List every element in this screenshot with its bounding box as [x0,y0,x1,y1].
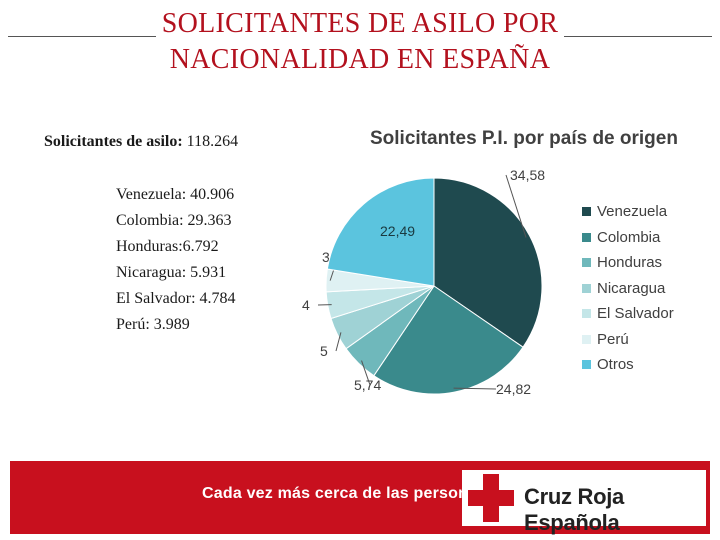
footer-banner: Cada vez más cerca de las personas Cruz … [10,461,710,535]
page-title: SOLICITANTES DE ASILO POR NACIONALIDAD E… [0,6,720,78]
legend-label: El Salvador [597,305,674,323]
list-item: Venezuela: 40.906 [116,186,235,203]
red-cross-icon [468,474,514,522]
total-label: Solicitantes de asilo: [44,133,183,150]
data-label: 4 [302,297,310,313]
legend-swatch [582,232,591,242]
legend-entry: El Salvador [582,301,674,327]
chart-legend: Venezuela Colombia Honduras Nicaragua El Sal… [582,199,674,378]
legend-label: Colombia [597,228,661,246]
legend-entry: Honduras [582,250,674,276]
data-label: 24,82 [496,381,531,397]
legend-label: Venezuela [597,203,668,221]
legend-entry: Otros [582,352,674,378]
legend-swatch [582,207,591,217]
legend-entry: Nicaragua [582,276,674,302]
country-list: Venezuela: 40.906 Colombia: 29.363 Hondu… [116,182,236,338]
legend-swatch [582,309,591,319]
legend-label: Otros [597,356,634,374]
brand-logo-box: Cruz Roja Española [462,470,706,535]
total-value: 118.264 [186,133,239,150]
leader-line [505,174,527,238]
pie-slice-otros [326,177,435,287]
legend-entry: Venezuela [582,199,674,225]
legend-entry: Colombia [582,225,674,251]
leader-line [453,387,497,390]
list-item: Perú: 3.989 [116,316,190,333]
legend-label: Honduras [597,254,663,272]
legend-swatch [582,283,591,293]
list-item: Colombia: 29.363 [116,212,232,229]
list-item: Honduras:6.792 [116,238,219,255]
data-label: 5 [320,343,328,359]
pie-slice-colombia [373,285,524,395]
data-label: 5,74 [354,377,381,393]
footer-slogan: Cada vez más cerca de las personas [202,485,487,502]
title-line-1: SOLICITANTES DE ASILO POR [155,6,565,42]
legend-swatch [582,360,591,370]
legend-label: Perú [597,330,629,348]
data-label: 22,49 [380,223,415,239]
title-line-2: NACIONALIDAD EN ESPAÑA [169,44,551,75]
pie-slice-venezuela [433,177,543,348]
legend-swatch [582,334,591,344]
leader-line [361,360,371,386]
list-item: Nicaragua: 5.931 [116,264,227,281]
data-label: 34,58 [510,167,545,183]
total-applicants: Solicitantes de asilo: 118.264 [44,133,238,151]
legend-swatch [582,258,591,268]
legend-entry: Perú [582,327,674,353]
leader-line [335,332,342,352]
chart-title: Solicitantes P.I. por país de origen [370,128,678,149]
list-item: El Salvador: 4.784 [116,290,236,307]
brand-name: Cruz Roja Española [524,484,624,535]
legend-label: Nicaragua [597,279,666,297]
